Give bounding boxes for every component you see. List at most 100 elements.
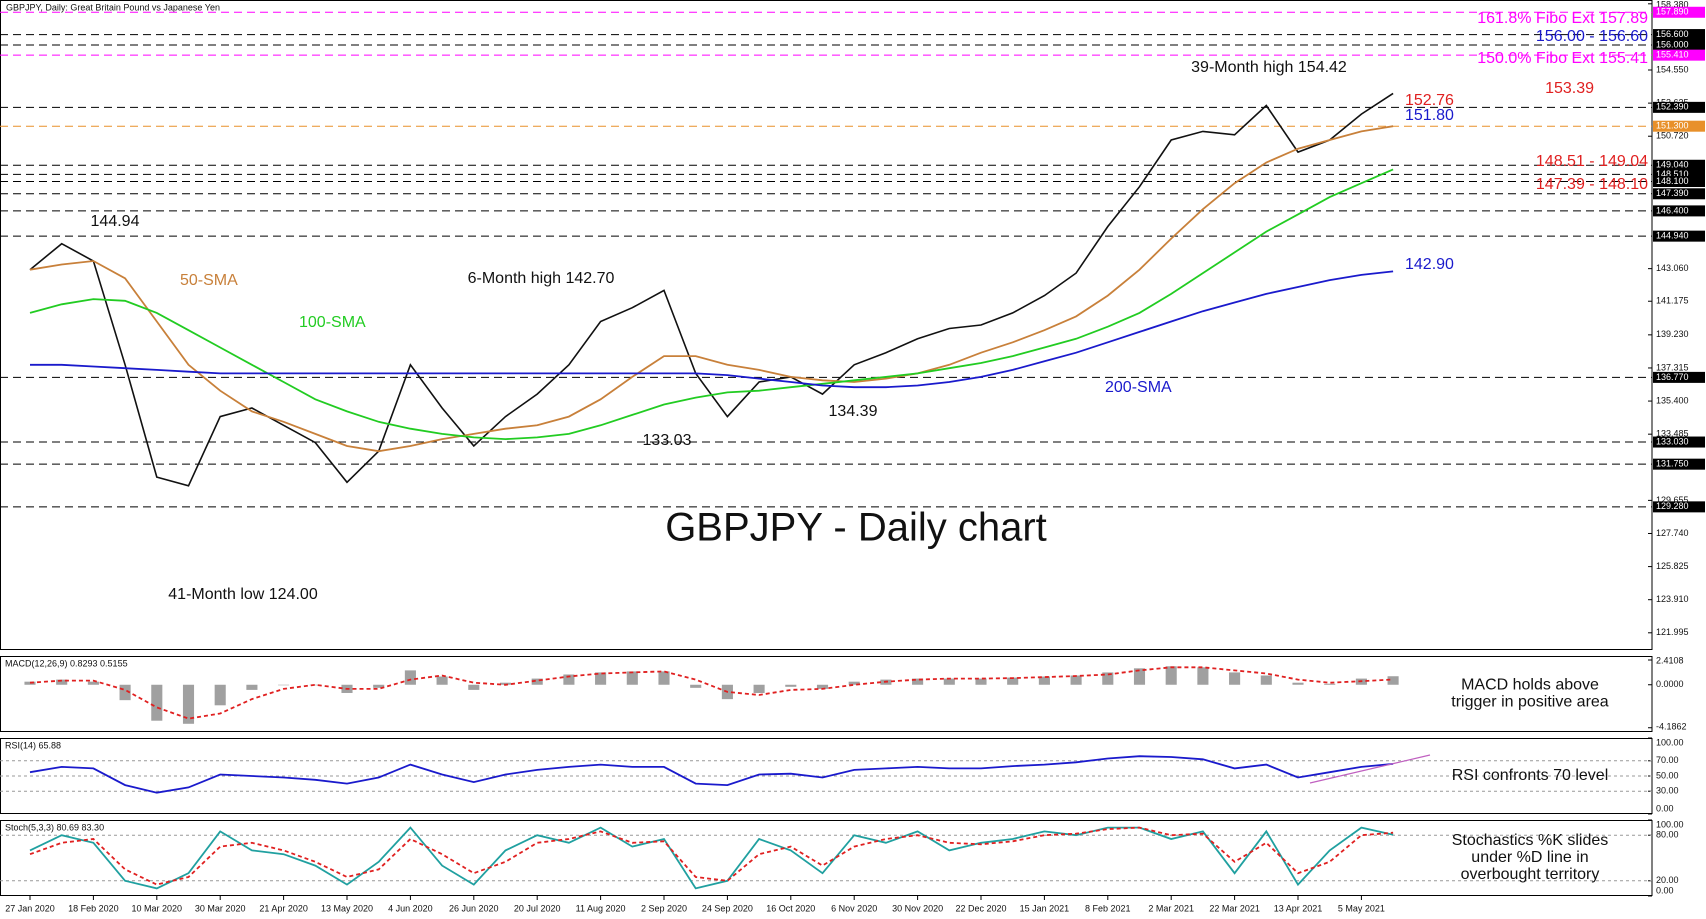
histogram-bar [753,684,765,693]
level-label: 136.770 [1656,372,1689,382]
y-tick-label: 80.00 [1656,830,1679,840]
histogram-bar [912,678,924,685]
histogram-bar [975,678,987,685]
panel-note: Stochastics %K slides [1452,832,1609,849]
level-label: 157.890 [1656,7,1689,17]
x-tick-label: 22 Dec 2020 [955,903,1006,913]
chart-title: GBPJPY - Daily chart [665,506,1047,550]
x-tick-label: 27 Jan 2020 [5,903,55,913]
histogram-bar [1197,667,1209,685]
annotation: 142.90 [1405,256,1454,273]
price-line [29,826,1394,890]
y-tick-label: 129.655 [1656,495,1689,505]
y-tick-label: 100.00 [1656,737,1684,747]
histogram-bar [531,678,543,685]
histogram-bar [436,676,448,685]
y-tick-label: 70.00 [1656,755,1679,765]
histogram-bar [499,682,512,685]
series-label: 200-SMA [1105,379,1172,396]
level-label-box [1653,436,1705,448]
histogram-bar [1165,666,1177,685]
y-tick-label: 123.910 [1656,594,1689,604]
price-line [29,755,1394,794]
level-label-box [1653,120,1705,132]
level-label: 156.600 [1656,29,1689,39]
level-label-box [1653,501,1705,513]
x-tick-label: 5 May 2021 [1338,903,1385,913]
indicator-line [29,826,1394,886]
panel-frame [0,0,1653,650]
annotation: 152.76 [1405,92,1454,109]
indicator-line [29,666,1394,720]
level-label-box [1653,176,1705,188]
histogram-bar [595,672,607,685]
histogram-bar [214,684,226,706]
x-tick-label: 8 Feb 2021 [1085,903,1131,913]
y-tick-label: 2.4108 [1656,655,1684,665]
y-tick-label: 20.00 [1656,875,1679,885]
level-label-box [1653,49,1705,61]
level-label-box [1653,6,1705,18]
histogram-bar [563,674,575,685]
x-tick-label: 21 Apr 2020 [259,903,308,913]
x-tick-label: 30 Nov 2020 [892,903,943,913]
y-tick-label: 50.00 [1656,770,1679,780]
level-label-box [1653,101,1705,113]
x-tick-label: 20 Jul 2020 [514,903,561,913]
x-tick-label: 18 Feb 2020 [68,903,119,913]
histogram-bar [119,684,131,701]
x-tick-label: 11 Aug 2020 [576,903,626,913]
y-tick-label: 158.380 [1656,0,1689,9]
x-tick-label: 2 Sep 2020 [641,903,687,913]
histogram-bar [785,684,797,687]
level-label: 144.940 [1656,231,1689,241]
indicator-line [29,125,1394,453]
y-tick-label: -4.1862 [1656,721,1687,731]
level-label-box [1653,159,1705,171]
y-tick-label: 150.720 [1656,131,1689,141]
histogram-bar [1102,672,1114,685]
chart-subtitle: GBPJPY, Daily: Great Britain Pound vs Ja… [6,2,220,12]
level-label: 155.410 [1656,50,1689,60]
panel-note: MACD holds above [1461,677,1599,694]
panel-note: overbought territory [1461,866,1600,883]
histogram-bar [182,684,195,724]
x-tick-label: 13 May 2020 [321,903,373,913]
histogram-bar [1229,672,1241,685]
x-tick-label: 10 Mar 2020 [132,903,183,913]
panel-frame [0,820,1653,896]
y-tick-label: 137.315 [1656,362,1689,372]
panel-label: Stoch(5,3,3) 80.69 83.30 [5,822,104,832]
level-label: 148.510 [1656,169,1689,179]
annotation: 144.94 [91,213,140,230]
x-tick-label: 24 Sep 2020 [702,903,753,913]
annotation: 133.03 [643,432,692,449]
x-tick-label: 26 Jun 2020 [449,903,499,913]
panel-frame [0,656,1653,732]
histogram-bar [658,671,670,685]
x-tick-label: 4 Jun 2020 [388,903,433,913]
histogram-bar [87,681,99,685]
level-label: 146.400 [1656,205,1689,215]
level-label-box [1653,458,1705,470]
level-label-box [1653,39,1705,51]
level-label: 151.300 [1656,121,1689,131]
annotation: 134.39 [829,403,878,420]
annotation: 39-Month high 154.42 [1191,59,1347,76]
panel-note: under %D line in [1471,849,1588,866]
x-tick-label: 13 Apr 2021 [1274,903,1323,913]
panel-note: RSI confronts 70 level [1452,767,1609,784]
histogram-bar [1324,683,1336,685]
histogram-bar [1038,676,1050,685]
x-tick-label: 15 Jan 2021 [1020,903,1070,913]
annotation: 6-Month high 142.70 [468,270,615,287]
annotation: 153.39 [1545,80,1594,97]
y-tick-label: 125.825 [1656,561,1689,571]
series-label: 50-SMA [180,272,238,289]
x-tick-label: 6 Nov 2020 [831,903,877,913]
histogram-bar [690,684,702,688]
level-label: 156.000 [1656,39,1689,49]
annotation: 150.0% Fibo Ext 155.41 [1477,50,1648,67]
histogram-bar [246,684,258,690]
